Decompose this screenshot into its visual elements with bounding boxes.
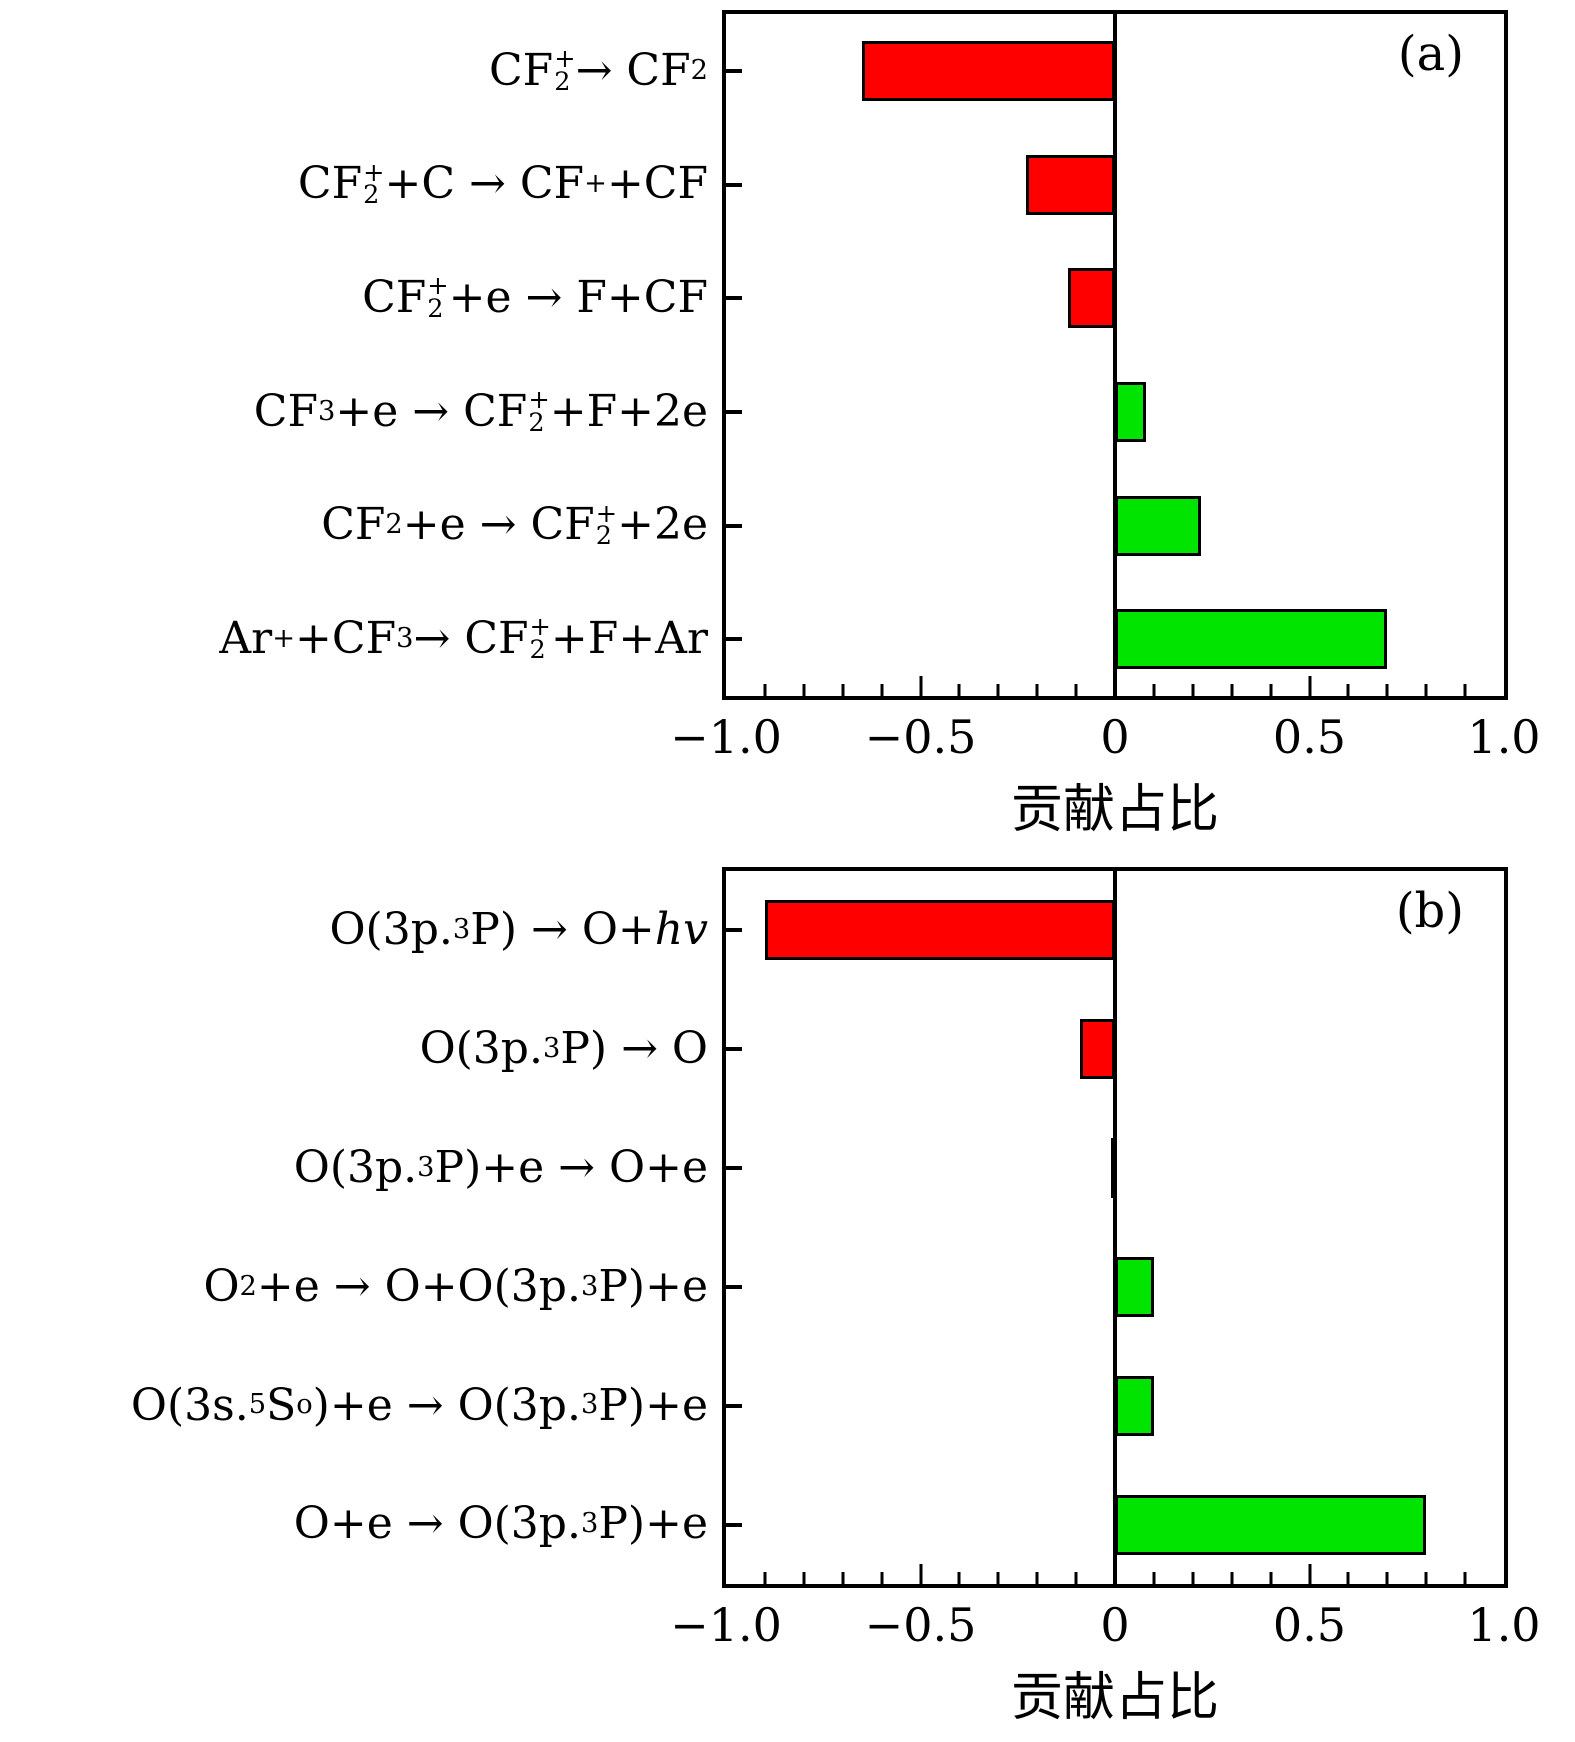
x-minor-tick bbox=[1346, 684, 1350, 696]
y-category-tick bbox=[726, 409, 742, 414]
bar-a-4 bbox=[1115, 381, 1147, 442]
x-axis-title-a: 贡献占比 bbox=[1010, 780, 1220, 840]
bar-a-5 bbox=[1115, 495, 1201, 556]
x-tick-label: −1.0 bbox=[670, 710, 782, 764]
x-minor-tick bbox=[1035, 684, 1039, 696]
bar-a-1 bbox=[862, 40, 1115, 101]
x-minor-tick bbox=[880, 684, 884, 696]
y-category-tick bbox=[726, 1284, 742, 1289]
x-minor-tick bbox=[1424, 1572, 1428, 1584]
x-tick-label-layer-b: −1.0 −0.5 0 0.5 1.0 bbox=[670, 1598, 1540, 1660]
y-category-tick bbox=[726, 928, 742, 933]
x-major-tick bbox=[1113, 1564, 1117, 1584]
x-minor-tick bbox=[1385, 1572, 1389, 1584]
x-minor-tick bbox=[1269, 684, 1273, 696]
category-label-b-2: O(3p. 3 P) → O bbox=[419, 1023, 708, 1075]
x-minor-tick bbox=[1035, 1572, 1039, 1584]
x-major-tick bbox=[919, 1564, 922, 1584]
panel-b-plot-area: (b) bbox=[722, 867, 1508, 1588]
bar-b-4 bbox=[1115, 1256, 1154, 1317]
y-category-tick bbox=[726, 1403, 742, 1408]
x-minor-tick bbox=[841, 1572, 845, 1584]
y-category-tick bbox=[726, 637, 742, 642]
x-tick-label: 0 bbox=[1100, 1598, 1130, 1652]
y-category-tick bbox=[726, 182, 742, 187]
x-tick-label: 0.5 bbox=[1272, 1598, 1347, 1652]
category-label-b-3: O(3p. 3 P)+e → O+e bbox=[293, 1141, 708, 1193]
x-minor-tick bbox=[996, 684, 1000, 696]
x-major-tick bbox=[1113, 676, 1117, 696]
y-category-tick bbox=[726, 1047, 742, 1052]
x-minor-tick bbox=[1191, 684, 1195, 696]
x-major-tick bbox=[919, 676, 922, 696]
x-minor-tick bbox=[763, 684, 767, 696]
x-minor-tick bbox=[841, 684, 845, 696]
category-label-a-5: CF 2 +e → CF +2 +2e bbox=[321, 498, 708, 552]
category-label-a-4: CF 3 +e → CF +2 +F+2e bbox=[253, 384, 708, 438]
x-major-tick bbox=[1308, 1564, 1311, 1584]
x-minor-tick bbox=[1463, 1572, 1467, 1584]
x-axis-title-b: 贡献占比 bbox=[1010, 1668, 1220, 1728]
category-label-b-4: O 2 +e → O+O(3p. 3 P)+e bbox=[203, 1260, 708, 1312]
y-category-tick bbox=[726, 1166, 742, 1171]
panel-letter-a: (a) bbox=[1397, 26, 1464, 82]
x-tick-label: 0.5 bbox=[1272, 710, 1347, 764]
x-tick-label: −0.5 bbox=[864, 1598, 977, 1652]
bar-b-1 bbox=[764, 900, 1115, 961]
bar-b-6 bbox=[1115, 1494, 1427, 1555]
x-tick-label-layer-a: −1.0 −0.5 0 0.5 1.0 bbox=[670, 710, 1540, 772]
x-minor-tick bbox=[957, 684, 961, 696]
x-minor-tick bbox=[1424, 684, 1428, 696]
x-minor-tick bbox=[1230, 1572, 1234, 1584]
bar-a-3 bbox=[1068, 268, 1115, 329]
bar-b-2 bbox=[1079, 1019, 1115, 1080]
x-minor-tick bbox=[1152, 684, 1156, 696]
bar-a-2 bbox=[1025, 154, 1115, 215]
x-tick-label: 0 bbox=[1100, 710, 1130, 764]
bar-b-3 bbox=[1111, 1138, 1118, 1199]
x-minor-tick bbox=[1230, 684, 1234, 696]
x-minor-tick bbox=[957, 1572, 961, 1584]
zero-axis-line bbox=[1113, 871, 1117, 1584]
category-label-a-3: CF +2 +e → F+CF bbox=[362, 271, 708, 325]
bar-b-5 bbox=[1115, 1375, 1154, 1436]
y-category-tick bbox=[726, 68, 742, 73]
panel-a-plot-inner bbox=[726, 14, 1504, 696]
x-major-tick bbox=[1308, 676, 1311, 696]
panel-letter-b: (b) bbox=[1395, 883, 1464, 939]
x-minor-tick bbox=[802, 1572, 806, 1584]
x-minor-tick bbox=[1152, 1572, 1156, 1584]
x-tick-label: 1.0 bbox=[1467, 1598, 1541, 1652]
category-label-a-1: CF +2 → CF 2 bbox=[488, 43, 708, 97]
x-minor-tick bbox=[763, 1572, 767, 1584]
panel-a-plot-area: (a) bbox=[722, 10, 1508, 700]
x-minor-tick bbox=[1074, 1572, 1078, 1584]
x-minor-tick bbox=[1074, 684, 1078, 696]
x-minor-tick bbox=[1385, 684, 1389, 696]
category-label-a-6: Ar + +CF 3 → CF +2 +F+Ar bbox=[219, 612, 708, 666]
bar-a-6 bbox=[1115, 609, 1388, 670]
x-tick-label: −1.0 bbox=[670, 1598, 782, 1652]
panel-b-plot-inner bbox=[726, 871, 1504, 1584]
y-category-tick bbox=[726, 523, 742, 528]
x-minor-tick bbox=[1346, 1572, 1350, 1584]
x-minor-tick bbox=[1463, 684, 1467, 696]
x-minor-tick bbox=[802, 684, 806, 696]
y-category-tick bbox=[726, 1522, 742, 1527]
x-minor-tick bbox=[1191, 1572, 1195, 1584]
x-tick-label: 1.0 bbox=[1467, 710, 1541, 764]
category-label-b-6: O+e → O(3p. 3 P)+e bbox=[293, 1498, 708, 1550]
x-minor-tick bbox=[996, 1572, 1000, 1584]
x-tick-label: −0.5 bbox=[864, 710, 977, 764]
x-minor-tick bbox=[880, 1572, 884, 1584]
zero-axis-line bbox=[1113, 14, 1117, 696]
category-label-b-1: O(3p. 3 P) → O+ hv bbox=[329, 904, 708, 956]
category-label-a-2: CF +2 +C → CF + +CF bbox=[297, 157, 708, 211]
y-category-tick bbox=[726, 296, 742, 301]
x-minor-tick bbox=[1269, 1572, 1273, 1584]
